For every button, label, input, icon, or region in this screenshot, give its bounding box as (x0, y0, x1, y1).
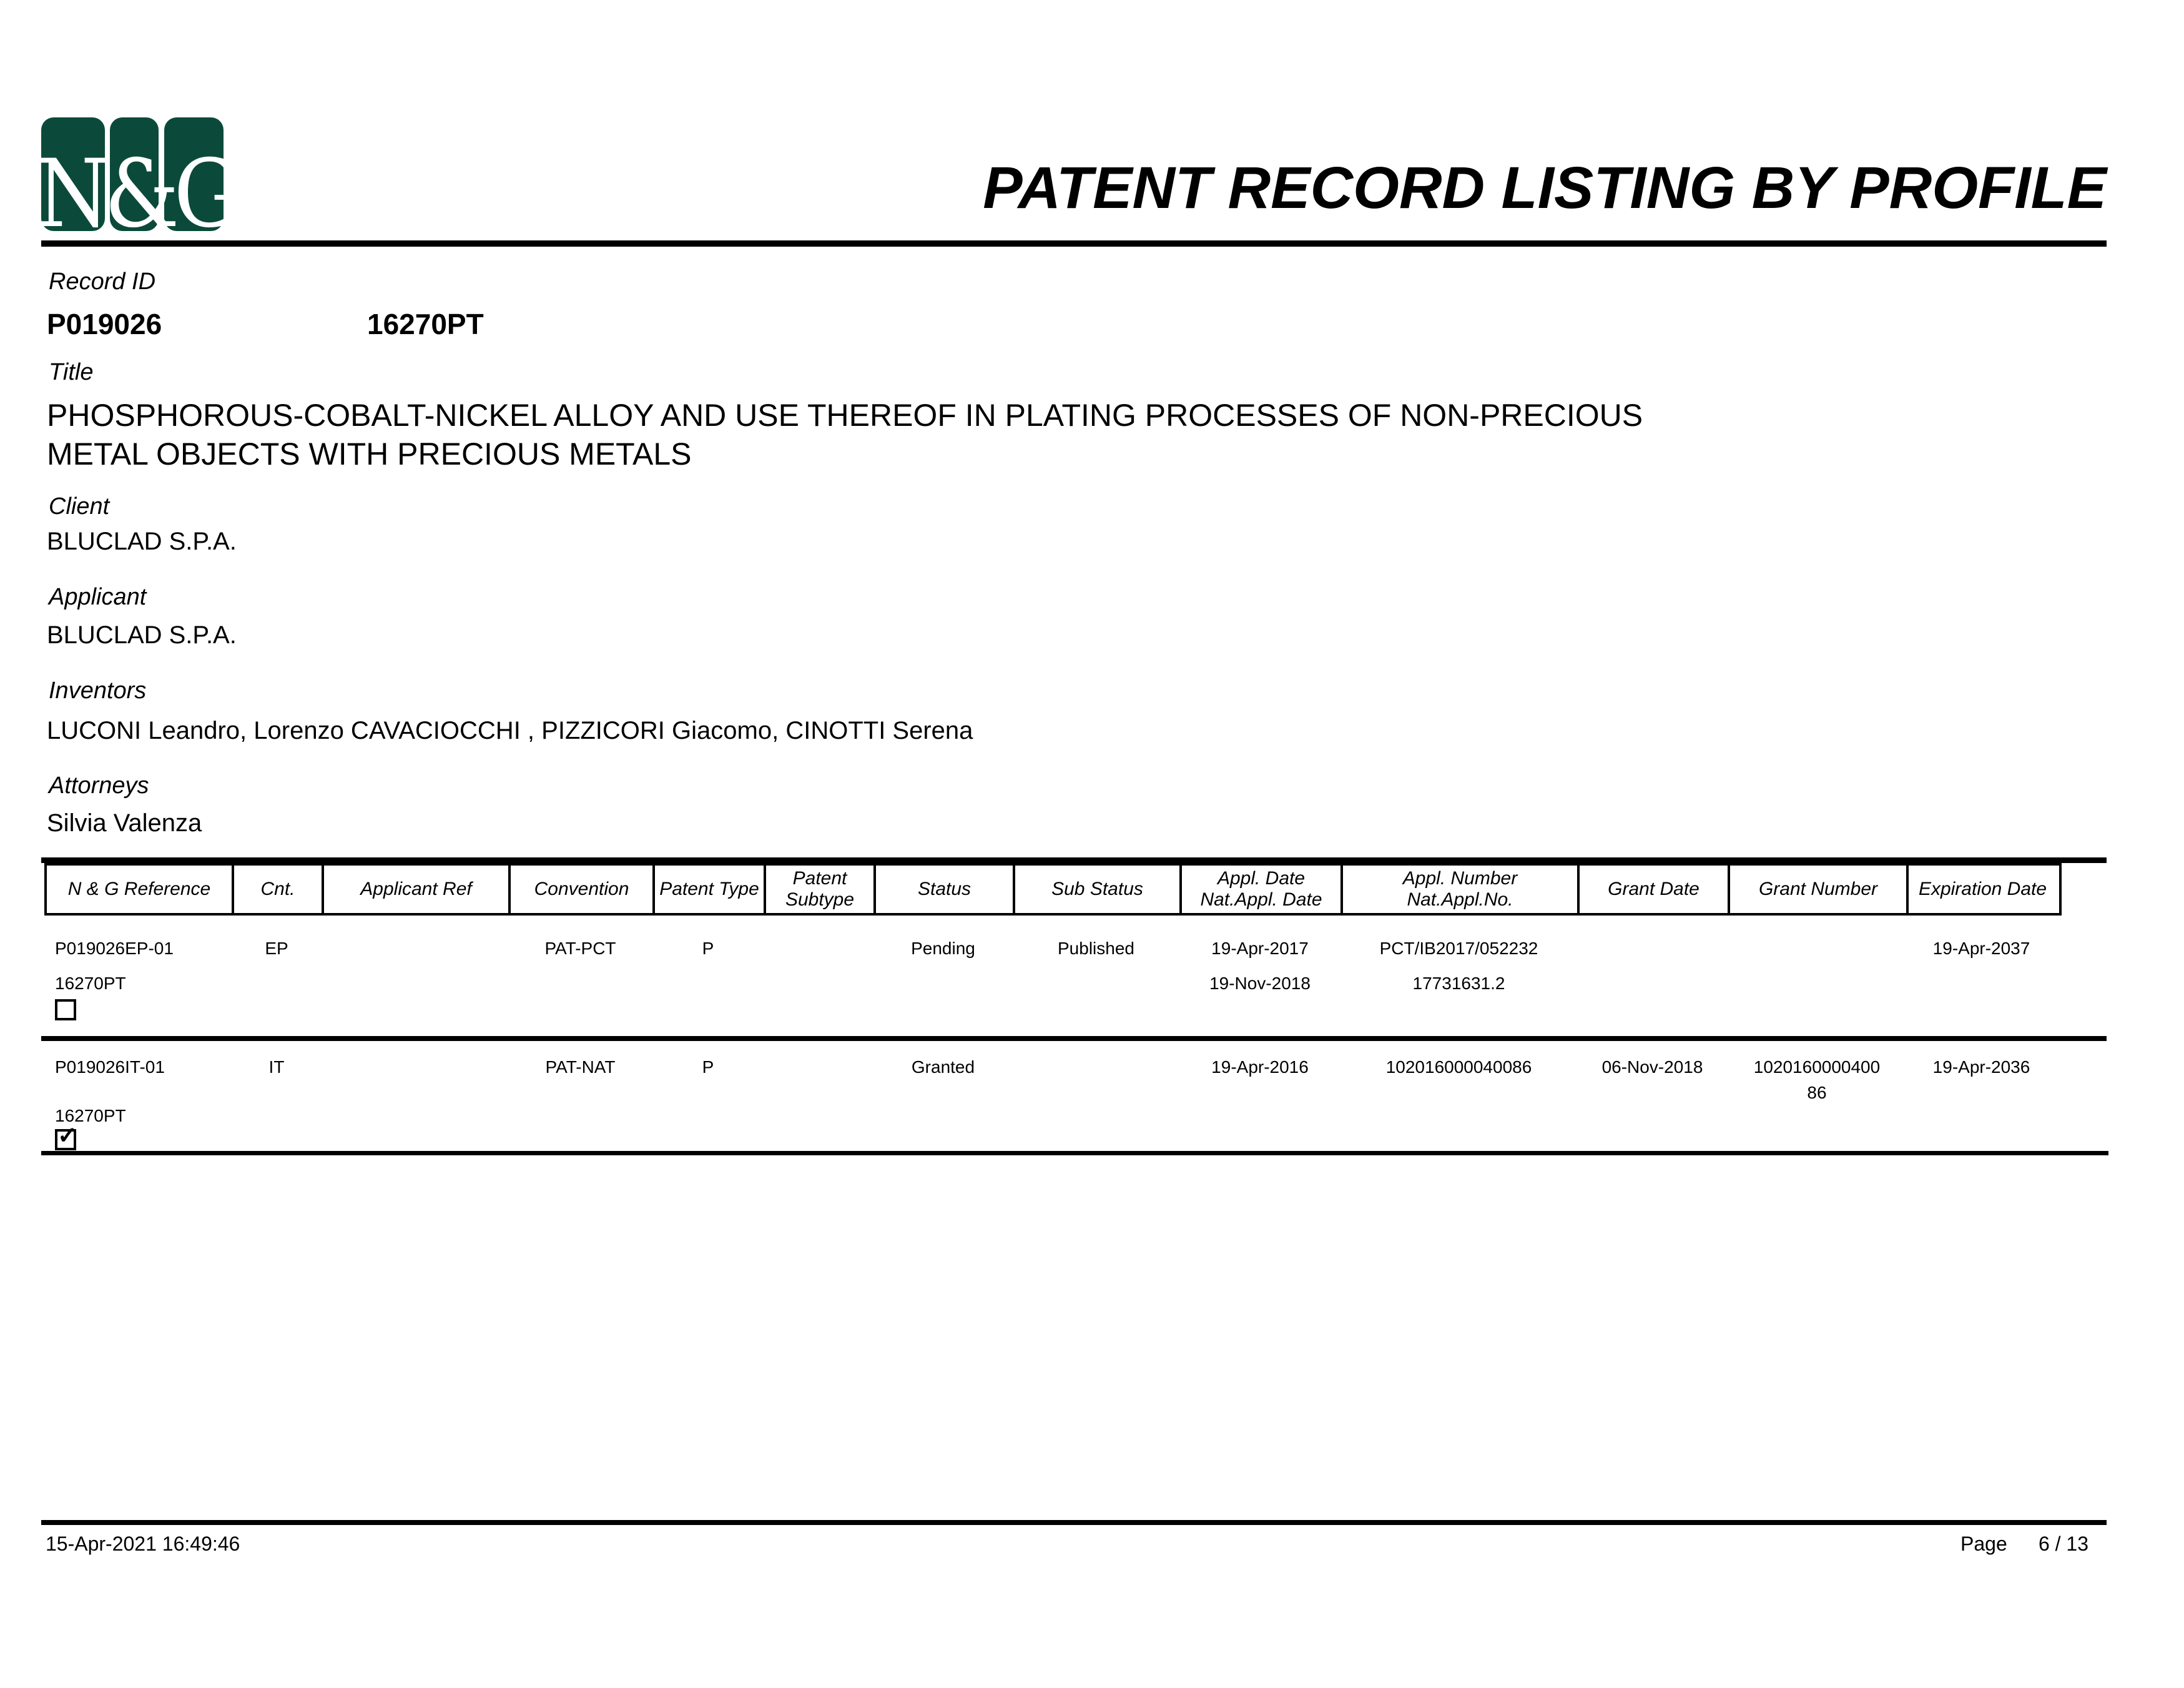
row2-patent-type: P (702, 1057, 714, 1077)
applicant-label: Applicant (49, 584, 147, 610)
row2-grant-number: 1020160000400 (1753, 1057, 1881, 1077)
logo-bar-icon (41, 117, 105, 231)
applicant-value: BLUCLAD S.P.A. (47, 621, 237, 649)
logo-monogram: N&G (36, 140, 241, 249)
record-secondary-id-value: 16270PT (367, 308, 484, 340)
col-header-applicant-ref: Applicant Ref (324, 866, 511, 913)
col-header-patent-subtype: Patent Subtype (766, 866, 876, 913)
row1-appl-number: PCT/IB2017/052232 (1379, 939, 1538, 958)
col-header-appl-number: Appl. Number Nat.Appl.No. (1343, 866, 1580, 913)
footer-rule (41, 1520, 2107, 1525)
row2-cnt: IT (268, 1057, 285, 1077)
report-title: PATENT RECORD LISTING BY PROFILE (983, 155, 2107, 221)
row1-convention: PAT-PCT (544, 939, 616, 958)
client-value: BLUCLAD S.P.A. (47, 528, 237, 555)
client-label: Client (49, 493, 110, 520)
table-header-row: N & G Reference Cnt. Applicant Ref Conve… (44, 863, 2062, 916)
row2-grant-number-line2: 86 (1807, 1083, 1827, 1102)
row2-status: Granted (911, 1057, 975, 1077)
record-id-value: P019026 (47, 308, 162, 340)
col-header-convention: Convention (511, 866, 655, 913)
title-text-line1: PHOSPHOROUS-COBALT-NICKEL ALLOY AND USE … (47, 398, 1643, 433)
row-separator-rule (41, 1036, 2107, 1041)
footer-page-value: 6 / 13 (2038, 1533, 2088, 1555)
col-header-expiration-date: Expiration Date (1918, 879, 2047, 899)
logo-bar-icon (164, 117, 224, 231)
row1-nat-appl-date: 19-Nov-2018 (1209, 974, 1311, 993)
inventors-label: Inventors (49, 678, 147, 704)
col-header-ng-reference: N & G Reference (47, 866, 234, 913)
ng-logo: N&G (36, 117, 241, 241)
col-header-patent-type: Patent Type (655, 866, 766, 913)
col-header-cnt: Cnt. (234, 866, 324, 913)
table-top-rule (41, 857, 2107, 863)
row1-checkbox-unchecked (55, 999, 76, 1020)
row1-expiration-date: 19-Apr-2037 (1932, 939, 2030, 958)
row2-expiration-date: 19-Apr-2036 (1932, 1057, 2030, 1077)
row2-secondary-ref: 16270PT (55, 1106, 126, 1125)
footer-timestamp: 15-Apr-2021 16:49:46 (46, 1533, 240, 1555)
row2-reference: P019026IT-01 (55, 1057, 165, 1077)
col-header-grant-date: Grant Date (1580, 866, 1730, 913)
row2-checkbox-checked: ✓ (55, 1124, 77, 1150)
title-text-line2: METAL OBJECTS WITH PRECIOUS METALS (47, 437, 692, 471)
record-id-label: Record ID (49, 269, 156, 295)
row1-secondary-ref: 16270PT (55, 974, 126, 993)
footer-page-label: Page (1960, 1533, 2007, 1555)
row2-appl-date: 19-Apr-2016 (1211, 1057, 1309, 1077)
row2-grant-date: 06-Nov-2018 (1601, 1057, 1703, 1077)
row1-patent-type: P (702, 939, 714, 958)
col-header-sub-status: Sub Status (1015, 866, 1182, 913)
table-bottom-rule (41, 1151, 2108, 1155)
row1-status: Pending (911, 939, 975, 958)
row1-appl-date: 19-Apr-2017 (1211, 939, 1309, 958)
header-rule (41, 240, 2107, 247)
inventors-value: LUCONI Leandro, Lorenzo CAVACIOCCHI , PI… (47, 717, 973, 744)
title-label: Title (49, 359, 94, 385)
row1-reference: P019026EP-01 (55, 939, 174, 958)
row1-sub-status: Published (1058, 939, 1134, 958)
col-header-grant-number: Grant Number (1730, 866, 1909, 913)
col-header-status: Status (876, 866, 1015, 913)
row2-checkbox-mark: ✓ (57, 1123, 77, 1149)
logo-bar-icon (110, 117, 159, 231)
attorneys-value: Silvia Valenza (47, 809, 202, 837)
attorneys-label: Attorneys (49, 772, 149, 799)
row1-cnt: EP (265, 939, 288, 958)
row2-convention: PAT-NAT (545, 1057, 616, 1077)
row1-nat-appl-no: 17731631.2 (1412, 974, 1505, 993)
row2-appl-number: 102016000040086 (1385, 1057, 1532, 1077)
col-header-appl-date: Appl. Date Nat.Appl. Date (1182, 866, 1343, 913)
